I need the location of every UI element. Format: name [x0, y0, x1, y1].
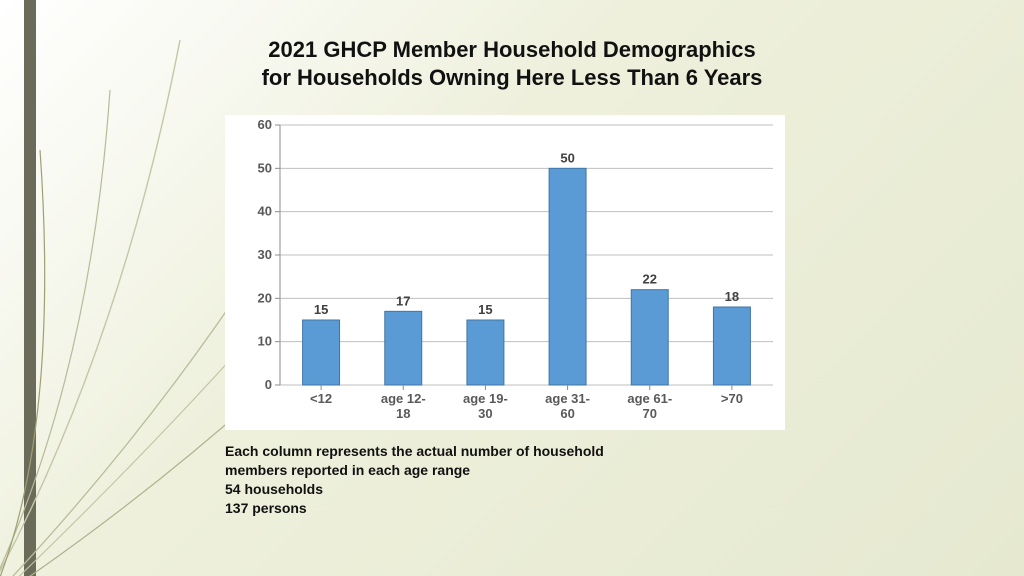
chart-svg: 0 10 20 30 40 50 60 15 17 15 50 22 18 <12 age 12-18 age…: [225, 115, 785, 430]
title-line-1: 2021 GHCP Member Household Demographics: [0, 36, 1024, 64]
svg-text:<12: <12: [310, 391, 332, 406]
bar-3: 50: [549, 150, 586, 385]
svg-text:10: 10: [258, 334, 272, 349]
bar-1: 17: [385, 293, 422, 385]
bar-chart: 0 10 20 30 40 50 60 15 17 15 50 22 18 <12 age 12-18 age…: [225, 115, 785, 430]
svg-text:60: 60: [258, 117, 272, 132]
svg-text:18: 18: [725, 289, 739, 304]
svg-text:40: 40: [258, 204, 272, 219]
svg-text:50: 50: [560, 150, 574, 165]
svg-text:age 61-70: age 61-70: [627, 391, 672, 421]
svg-text:15: 15: [478, 302, 492, 317]
title-line-2: for Households Owning Here Less Than 6 Y…: [0, 64, 1024, 92]
bar-2: 15: [467, 302, 504, 385]
bar-0: 15: [303, 302, 340, 385]
svg-text:17: 17: [396, 293, 410, 308]
slide: 2021 GHCP Member Household Demographics …: [0, 0, 1024, 576]
svg-text:22: 22: [643, 272, 657, 287]
svg-text:15: 15: [314, 302, 328, 317]
svg-text:age 19-30: age 19-30: [463, 391, 508, 421]
caption-line-1: Each column represents the actual number…: [225, 442, 785, 461]
svg-text:>70: >70: [721, 391, 743, 406]
bar-4: 22: [631, 272, 668, 385]
caption-line-3: 54 households: [225, 480, 785, 499]
bar-5: 18: [713, 289, 750, 385]
svg-text:30: 30: [258, 247, 272, 262]
caption-line-2: members reported in each age range: [225, 461, 785, 480]
chart-caption: Each column represents the actual number…: [225, 442, 785, 518]
svg-text:0: 0: [265, 377, 272, 392]
svg-text:50: 50: [258, 160, 272, 175]
chart-title: 2021 GHCP Member Household Demographics …: [0, 36, 1024, 91]
caption-line-4: 137 persons: [225, 499, 785, 518]
svg-text:age 12-18: age 12-18: [381, 391, 426, 421]
svg-text:age 31-60: age 31-60: [545, 391, 590, 421]
svg-text:20: 20: [258, 290, 272, 305]
